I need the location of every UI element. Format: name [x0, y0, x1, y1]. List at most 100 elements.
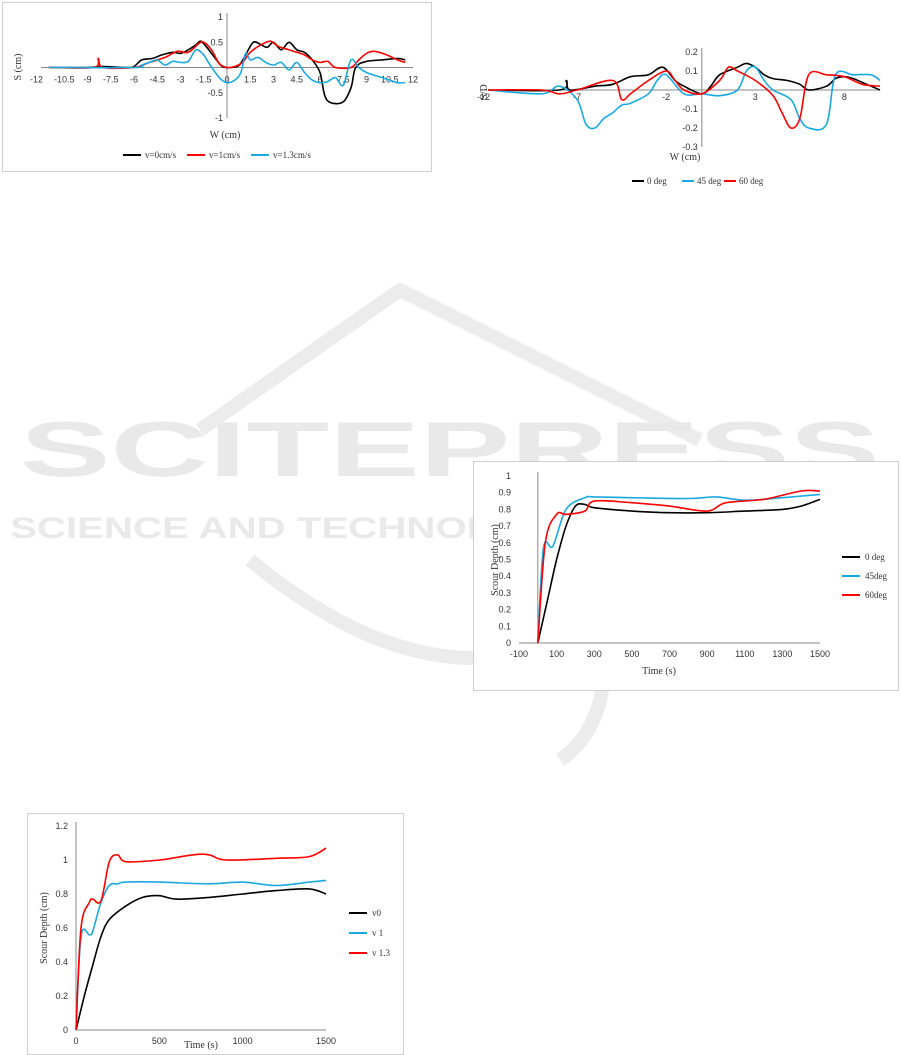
- x-tick-label: 500: [624, 649, 639, 659]
- chart-time-velocity: 0 0.2 0.4 0.6 0.8 1 1.2 0 500 1000 1500 Time (s) Sco…: [27, 813, 404, 1055]
- y-axis-label: Scour Depth (cm): [39, 892, 50, 964]
- x-tick-label: 700: [662, 649, 677, 659]
- y-tick-label: 0.2: [498, 605, 511, 615]
- legend-label: 60deg: [865, 590, 887, 600]
- x-tick-label: -2: [662, 92, 670, 102]
- x-tick-label: -9: [83, 75, 91, 85]
- legend-label: 0 deg: [865, 552, 885, 562]
- chart-profile-velocity: 1 0.5 -0.5 -1 -12 -10.5 -9 -7.5 -6 -4.5 -3 -1.5 0 1.5…: [2, 2, 432, 172]
- series-line-v-1: [75, 879, 327, 1031]
- x-tick-label: 8: [842, 92, 847, 102]
- x-axis-label: Time (s): [184, 1040, 218, 1051]
- x-tick-label: -7.5: [103, 75, 119, 85]
- series-line-v0: [75, 887, 327, 1031]
- x-tick-label: -7: [573, 92, 581, 102]
- series-line-0-deg: [537, 498, 821, 644]
- x-tick-label: 0: [73, 1036, 78, 1046]
- y-tick-label: -0.3: [682, 142, 698, 152]
- x-tick-label: 1300: [772, 649, 792, 659]
- legend-label: 60 deg: [739, 176, 764, 186]
- x-tick-label: 4.5: [290, 75, 303, 85]
- x-tick-label: 100: [549, 649, 564, 659]
- x-tick-label: 3: [271, 75, 276, 85]
- x-tick-label: 6: [317, 75, 322, 85]
- x-tick-label: -6: [130, 75, 138, 85]
- series-line-v-0cm-s: [48, 40, 406, 105]
- y-tick-label: 0.5: [498, 555, 511, 565]
- y-tick-label: 0.2: [55, 991, 68, 1001]
- y-tick-label: 1: [506, 471, 511, 481]
- legend-label: 0 deg: [647, 176, 667, 186]
- x-tick-label: 1500: [810, 649, 830, 659]
- y-axis-label: S (cm): [13, 54, 24, 81]
- x-axis-label: W (cm): [210, 130, 241, 141]
- x-tick-label: 1100: [735, 649, 754, 659]
- legend-label: v0: [372, 908, 382, 918]
- chart-time-velocity-svg: 0 0.2 0.4 0.6 0.8 1 1.2 0 500 1000 1500 Time (s) Sco…: [39, 821, 391, 1051]
- y-axis-label: S/D: [479, 84, 490, 100]
- legend-label: v=1.3cm/s: [273, 150, 311, 160]
- legend-label: v 1: [372, 928, 383, 938]
- y-tick-label: 0.7: [498, 521, 511, 531]
- x-tick-label: -12: [30, 75, 43, 85]
- y-tick-label: 0.8: [498, 504, 511, 514]
- series-line-0-deg: [487, 62, 881, 95]
- x-tick-label: 500: [152, 1036, 167, 1046]
- series-line-v-1-3: [75, 847, 327, 1031]
- y-tick-label: 1.2: [55, 821, 68, 831]
- y-tick-label: 0.4: [55, 957, 68, 967]
- x-tick-label: 0: [224, 75, 229, 85]
- y-tick-label: 0.9: [498, 488, 511, 498]
- x-tick-label: -1.5: [196, 75, 212, 85]
- chart-profile-angle-svg: 0.2 0.1 -0.1 -0.2 -0.3 -12 -7 -2 3 8 W (cm) S/D 0 de…: [477, 47, 881, 186]
- y-tick-label: -0.1: [682, 104, 698, 114]
- x-tick-label: -100: [510, 649, 528, 659]
- y-tick-label: -0.5: [207, 88, 223, 98]
- y-tick-label: 0: [63, 1025, 68, 1035]
- series-line-v-1-3cm-s: [48, 48, 406, 87]
- chart-time-angle-svg: 0 0.1 0.2 0.3 0.4 0.5 0.6 0.7 0.8 0.9 1 -100 100 300 5…: [490, 471, 887, 677]
- x-tick-label: 12: [408, 75, 418, 85]
- y-tick-label: 0.6: [55, 923, 68, 933]
- y-tick-label: 1: [218, 12, 223, 22]
- y-tick-label: 0.3: [498, 588, 511, 598]
- x-axis-label: Time (s): [642, 666, 676, 677]
- series-line-45-deg: [487, 65, 881, 131]
- legend-label: v 1.3: [372, 948, 391, 958]
- x-tick-label: 7.5: [337, 75, 350, 85]
- x-tick-label: 9: [364, 75, 369, 85]
- y-tick-label: 0.1: [685, 66, 698, 76]
- x-tick-label: -4.5: [149, 75, 165, 85]
- y-tick-label: 0.8: [55, 889, 68, 899]
- x-tick-label: -10.5: [54, 75, 75, 85]
- y-tick-label: 0.5: [210, 37, 223, 47]
- y-tick-label: 0.6: [498, 538, 511, 548]
- x-tick-label: 1500: [316, 1036, 336, 1046]
- legend-label: 45deg: [865, 571, 887, 581]
- x-tick-label: -3: [176, 75, 184, 85]
- y-tick-label: -0.2: [682, 123, 698, 133]
- y-tick-label: 1: [63, 855, 68, 865]
- chart-profile-angle: 0.2 0.1 -0.1 -0.2 -0.3 -12 -7 -2 3 8 W (cm) S/D 0 de…: [470, 42, 890, 192]
- x-tick-label: 1000: [233, 1036, 253, 1046]
- legend-label: v=0cm/s: [145, 150, 177, 160]
- y-tick-label: 0.4: [498, 571, 511, 581]
- series-line-45deg: [537, 493, 821, 644]
- series-line-60-deg: [487, 66, 881, 130]
- x-axis-label: W (cm): [670, 152, 701, 163]
- series-line-60deg: [537, 489, 821, 644]
- x-tick-label: 3: [753, 92, 758, 102]
- x-tick-label: -12: [477, 92, 490, 102]
- y-axis-label: Scour Depth (cm): [490, 524, 501, 596]
- y-tick-label: 0.1: [498, 621, 511, 631]
- y-tick-label: 0: [506, 638, 511, 648]
- x-tick-label: 1.5: [244, 75, 257, 85]
- legend-label: v=1cm/s: [209, 150, 241, 160]
- x-tick-label: 900: [700, 649, 715, 659]
- chart-time-angle: 0 0.1 0.2 0.3 0.4 0.5 0.6 0.7 0.8 0.9 1 -100 100 300 5…: [473, 461, 899, 691]
- chart-profile-velocity-svg: 1 0.5 -0.5 -1 -12 -10.5 -9 -7.5 -6 -4.5 -3 -1.5 0 1.5…: [13, 12, 418, 160]
- y-tick-label: -1: [215, 113, 223, 123]
- legend-label: 45 deg: [697, 176, 722, 186]
- x-tick-label: 300: [587, 649, 602, 659]
- y-tick-label: 0.2: [685, 47, 698, 57]
